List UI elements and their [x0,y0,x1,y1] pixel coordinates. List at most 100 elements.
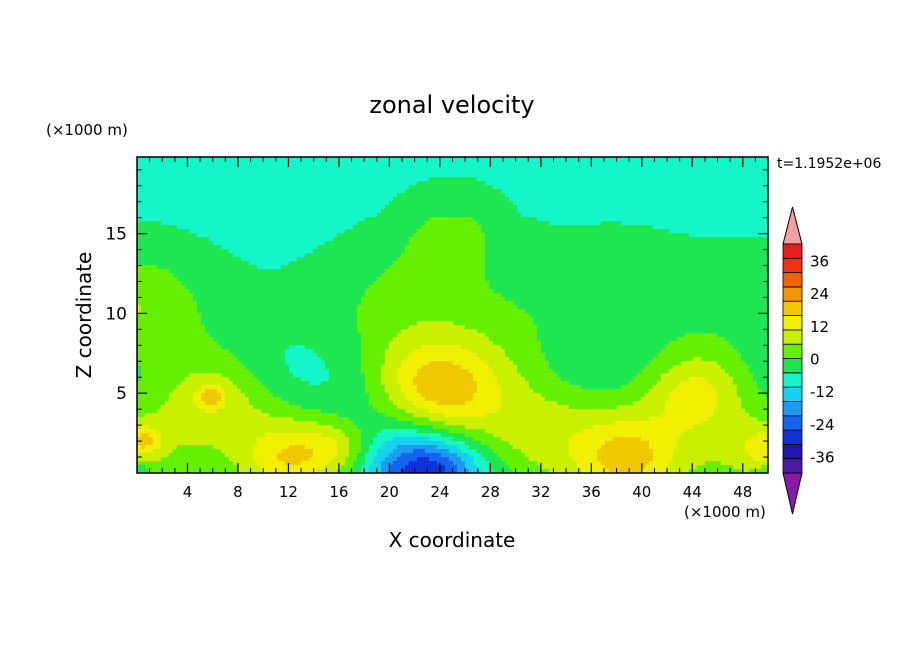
field-cell [265,229,270,234]
field-cell [637,213,642,218]
field-cell [633,233,638,238]
field-cell [725,237,730,242]
field-cell [373,205,378,210]
field-cell [209,253,214,258]
field-cell [325,161,330,166]
field-cell [329,173,334,178]
field-cell [585,165,590,170]
field-cell [685,201,690,206]
field-cell [469,253,474,258]
field-cell [673,233,678,238]
field-cell [329,189,334,194]
field-cell [581,193,586,198]
field-cell [157,169,162,174]
field-cell [561,233,566,238]
field-cell [501,177,506,182]
field-cell [169,257,174,262]
field-cell [565,185,570,190]
field-cell [529,193,534,198]
field-cell [405,229,410,234]
field-cell [677,185,682,190]
field-cell [401,209,406,214]
field-cell [253,277,258,282]
field-cell [265,257,270,262]
field-cell [533,277,538,282]
field-cell [337,189,342,194]
field-cell [421,241,426,246]
field-cell [165,233,170,238]
field-cell [481,173,486,178]
field-cell [537,173,542,178]
field-cell [405,253,410,258]
field-cell [641,201,646,206]
field-cell [345,185,350,190]
field-cell [533,237,538,242]
field-cell [413,185,418,190]
field-cell [593,233,598,238]
field-cell [525,173,530,178]
field-cell [437,269,442,274]
field-cell [725,209,730,214]
field-cell [493,205,498,210]
field-cell [157,221,162,226]
field-cell [601,197,606,202]
field-cell [633,257,638,262]
field-cell [317,169,322,174]
field-cell [229,245,234,250]
field-cell [497,233,502,238]
field-cell [429,221,434,226]
field-cell [733,197,738,202]
field-cell [621,161,626,166]
field-cell [533,177,538,182]
field-cell [365,169,370,174]
field-cell [705,237,710,242]
field-cell [225,201,230,206]
field-cell [477,213,482,218]
field-cell [313,245,318,250]
field-cell [657,201,662,206]
field-cell [637,197,642,202]
field-cell [641,181,646,186]
field-cell [237,229,242,234]
field-cell [541,237,546,242]
field-cell [329,185,334,190]
field-cell [481,273,486,278]
field-cell [345,277,350,282]
field-cell [649,261,654,266]
field-cell [701,165,706,170]
field-cell [229,269,234,274]
field-cell [573,229,578,234]
field-cell [369,233,374,238]
field-cell [513,161,518,166]
field-cell [185,233,190,238]
field-cell [557,241,562,246]
field-cell [473,209,478,214]
field-cell [369,261,374,266]
field-cell [593,277,598,282]
field-cell [269,281,274,286]
field-cell [401,237,406,242]
field-cell [657,245,662,250]
field-cell [473,189,478,194]
field-cell [261,193,266,198]
field-cell [461,253,466,258]
field-cell [273,277,278,282]
field-cell [325,229,330,234]
field-cell [253,189,258,194]
field-cell [441,181,446,186]
field-cell [493,189,498,194]
field-cell [309,169,314,174]
field-cell [605,169,610,174]
field-cell [445,181,450,186]
field-cell [409,253,414,258]
field-cell [633,181,638,186]
field-cell [677,249,682,254]
field-cell [657,225,662,230]
field-cell [357,189,362,194]
field-cell [181,193,186,198]
field-cell [529,157,534,162]
field-cell [457,257,462,262]
field-cell [281,237,286,242]
field-cell [157,249,162,254]
field-cell [413,281,418,286]
